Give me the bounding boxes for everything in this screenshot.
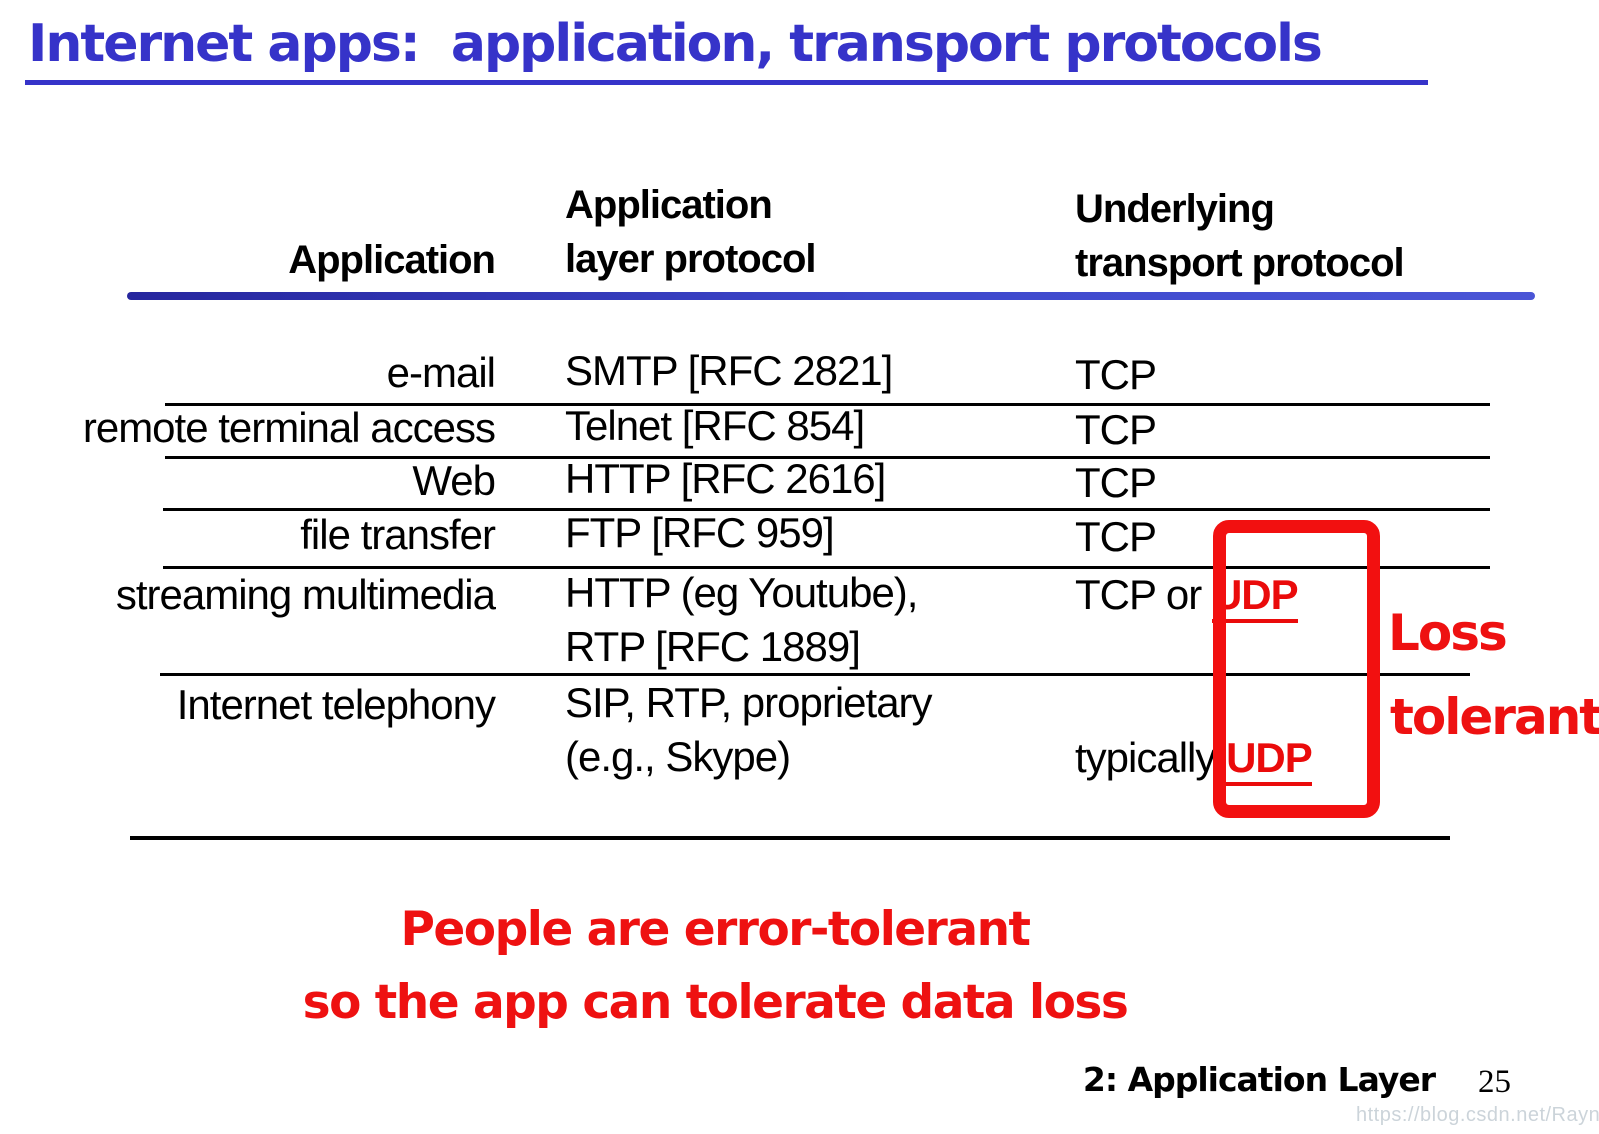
udp-highlight-rectangle [1213, 520, 1380, 818]
watermark-url: https://blog.csdn.net/RaynorFTD [1356, 1104, 1599, 1126]
transport-tcp-4: TCP [1075, 513, 1157, 560]
udp-highlight: UDP [1226, 734, 1313, 786]
protocol-streaming-line1: HTTP (eg Youtube), [565, 569, 918, 616]
row-divider [163, 566, 1490, 569]
app-email: e-mail [386, 349, 496, 396]
row-divider [165, 403, 1490, 406]
protocol-telephony-line1: SIP, RTP, proprietary [565, 679, 933, 726]
app-remote-terminal: remote terminal access [82, 404, 496, 451]
loss-tolerant-label-line2: tolerant [1390, 688, 1599, 746]
app-streaming: streaming multimedia [115, 571, 496, 618]
protocol-smtp: SMTP [RFC 2821] [565, 347, 893, 394]
protocol-telephony-line2: (e.g., Skype) [565, 733, 791, 780]
app-telephony: Internet telephony [176, 681, 496, 728]
protocol-streaming-line2: RTP [RFC 1889] [565, 623, 861, 670]
row-divider [165, 456, 1490, 459]
footer-section-label: 2: Application Layer [1082, 1060, 1436, 1099]
col-header-transport-line2: transport protocol [1075, 241, 1405, 285]
transport-tcp-1: TCP [1075, 351, 1157, 398]
loss-tolerant-label-line1: Loss [1388, 604, 1508, 662]
protocol-http: HTTP [RFC 2616] [565, 455, 886, 502]
row-divider [163, 508, 1490, 511]
col-header-app-layer-protocol-line1: Application [565, 183, 773, 227]
error-tolerant-note-line2: so the app can tolerate data loss [302, 975, 1129, 1030]
app-file-transfer: file transfer [300, 511, 496, 558]
col-header-application: Application [288, 238, 496, 282]
title-underline [25, 80, 1428, 85]
transport-tcp-3: TCP [1075, 459, 1157, 506]
col-header-transport-line1: Underlying [1075, 187, 1275, 231]
col-header-app-layer-protocol-line2: layer protocol [565, 237, 817, 281]
app-web: Web [412, 457, 496, 504]
transport-prefix: typically [1075, 734, 1227, 781]
error-tolerant-note-line1: People are error-tolerant [400, 902, 1031, 957]
udp-highlight: UDP [1211, 571, 1299, 623]
transport-tcp-or-udp: TCP or UDP [1075, 571, 1299, 623]
row-divider [160, 673, 1470, 676]
transport-tcp-2: TCP [1075, 406, 1157, 453]
header-rule [127, 292, 1535, 300]
transport-prefix: TCP or [1075, 571, 1212, 618]
transport-typically-udp: typically UDP [1075, 734, 1313, 786]
protocol-ftp: FTP [RFC 959] [565, 509, 835, 556]
slide-title: Internet apps: application, transport pr… [28, 14, 1323, 74]
table-bottom-rule [130, 836, 1450, 840]
protocol-telnet: Telnet [RFC 854] [565, 402, 865, 449]
page-number: 25 [1478, 1064, 1511, 1100]
